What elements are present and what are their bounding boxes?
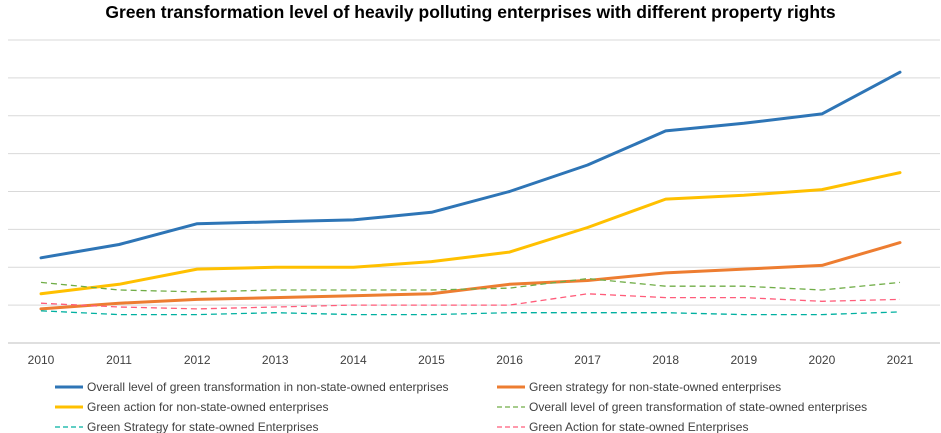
chart-title: Green transformation level of heavily po… xyxy=(105,2,836,22)
series-line-5 xyxy=(40,310,901,316)
x-tick-label: 2020 xyxy=(809,353,836,367)
legend-item-6: Green Action for state-owned Enterprises xyxy=(497,420,748,433)
legend-label: Green action for non-state-owned enterpr… xyxy=(87,400,328,414)
series-line-4 xyxy=(40,277,901,293)
legend-label: Overall level of green transformation in… xyxy=(87,380,449,394)
x-axis: 2010 2011 2012 2013 2014 2015 2016 2017 2018 2019… xyxy=(28,353,914,367)
legend-label: Green Strategy for state-owned Enterpris… xyxy=(87,420,318,433)
x-tick-label: 2018 xyxy=(652,353,679,367)
x-tick-label: 2016 xyxy=(496,353,523,367)
legend-label: Green Action for state-owned Enterprises xyxy=(529,420,748,433)
legend-item-5: Green Strategy for state-owned Enterpris… xyxy=(55,420,318,433)
legend: Overall level of green transformation in… xyxy=(55,380,867,433)
series-line-3 xyxy=(39,171,902,296)
series-line-2 xyxy=(39,241,902,311)
x-tick-label: 2014 xyxy=(340,353,367,367)
x-tick-label: 2012 xyxy=(184,353,211,367)
x-tick-label: 2010 xyxy=(28,353,55,367)
legend-item-3: Green action for non-state-owned enterpr… xyxy=(55,400,328,414)
x-tick-label: 2021 xyxy=(887,353,914,367)
legend-label: Overall level of green transformation of… xyxy=(529,400,867,414)
series-line-1 xyxy=(39,70,902,260)
series-lines xyxy=(39,70,902,316)
legend-item-4: Overall level of green transformation of… xyxy=(497,400,867,414)
x-tick-label: 2013 xyxy=(262,353,289,367)
x-tick-label: 2019 xyxy=(730,353,757,367)
x-tick-label: 2011 xyxy=(106,353,132,367)
legend-item-1: Overall level of green transformation in… xyxy=(55,380,449,394)
series-line-6 xyxy=(40,293,901,310)
x-tick-label: 2015 xyxy=(418,353,445,367)
x-tick-label: 2017 xyxy=(574,353,601,367)
legend-item-2: Green strategy for non-state-owned enter… xyxy=(497,380,781,394)
legend-label: Green strategy for non-state-owned enter… xyxy=(529,380,781,394)
